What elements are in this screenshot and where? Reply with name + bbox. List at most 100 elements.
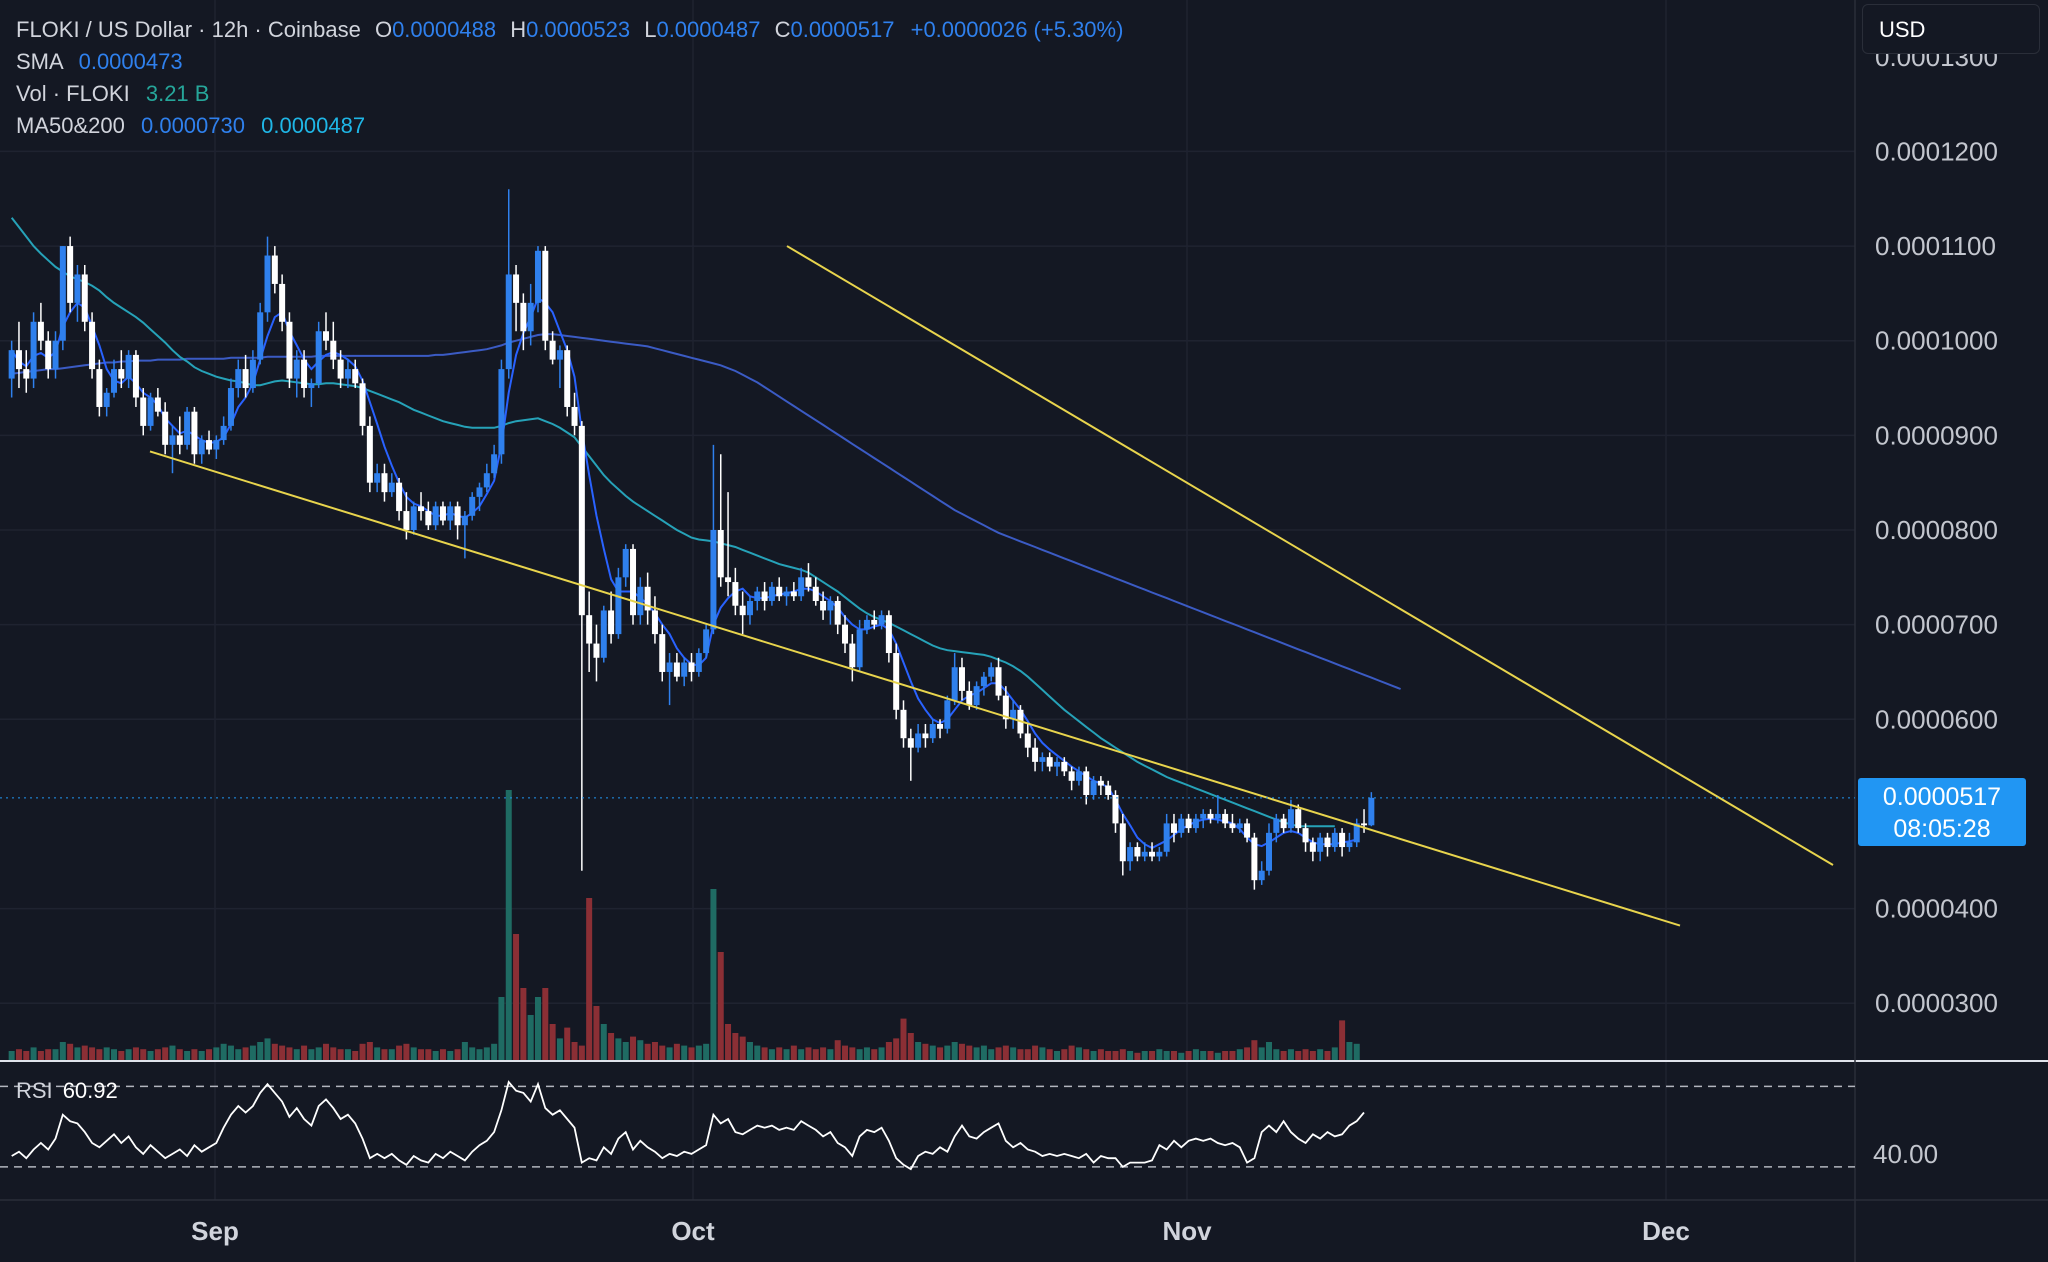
volume-bar (483, 1047, 490, 1060)
candle-body (1273, 818, 1280, 833)
volume-bar (37, 1051, 44, 1060)
volume-bar (96, 1049, 103, 1060)
volume-bar (878, 1047, 885, 1060)
candle-body (1032, 747, 1039, 762)
rsi-legend[interactable]: RSI 60.92 (16, 1078, 118, 1104)
candle-body (630, 548, 637, 616)
volume-bar (352, 1051, 359, 1060)
candle-body (1287, 809, 1294, 829)
candle-body (396, 482, 403, 512)
candle-body (352, 369, 359, 384)
volume-bar (15, 1049, 22, 1060)
candle-body (1178, 818, 1185, 833)
candle-body (198, 440, 205, 455)
volume-bar (1346, 1042, 1353, 1060)
volume-bar (1024, 1049, 1031, 1060)
volume-bar (630, 1036, 637, 1060)
volume-bar (1002, 1045, 1009, 1060)
volume-bar (301, 1045, 308, 1060)
volume-bar (695, 1045, 702, 1060)
candle-body (1200, 813, 1207, 819)
candle-body (425, 511, 432, 526)
candle-body (644, 586, 651, 611)
price-axis[interactable]: 0.0001200 0.0001100 0.0001000 0.0000900 0.00… (1875, 42, 1998, 1018)
volume-bar (842, 1045, 849, 1060)
sma-value: 0.0000473 (78, 49, 183, 74)
volume-bar (564, 1027, 571, 1060)
volume-bar (1149, 1051, 1156, 1060)
volume-bar (1083, 1049, 1090, 1060)
volume-bar (103, 1047, 110, 1060)
volume-bar (286, 1047, 293, 1060)
candle-body (15, 350, 22, 370)
volume-bar (1273, 1049, 1280, 1060)
candle-body (1127, 847, 1134, 862)
ma200-value: 0.0000487 (261, 113, 366, 138)
candle-body (154, 397, 161, 412)
candle-body (366, 425, 373, 483)
candle-body (286, 321, 293, 379)
rsi-tick-label: 40.00 (1873, 1139, 1938, 1169)
volume-bar (1046, 1049, 1053, 1060)
candle-body (432, 506, 439, 526)
volume-bar (907, 1033, 914, 1060)
volume-bar (849, 1047, 856, 1060)
candle-body (549, 340, 556, 360)
volume-bar (827, 1049, 834, 1060)
chart-legend: FLOKI / US Dollar · 12h · Coinbase O0.00… (16, 14, 1123, 142)
volume-bar (754, 1045, 761, 1060)
volume-bar (381, 1049, 388, 1060)
volume-bar (439, 1049, 446, 1060)
candle-body (220, 425, 227, 441)
time-axis[interactable]: Sep Oct Nov Dec (191, 1216, 1690, 1246)
candle-body (717, 530, 724, 578)
currency-selector[interactable]: USD (1862, 4, 2040, 54)
volume-bar (447, 1051, 454, 1060)
candle-body (1339, 832, 1346, 848)
candle-body (856, 629, 863, 668)
volume-bar (1119, 1049, 1126, 1060)
volume-bar (527, 1015, 534, 1060)
candle-body (257, 312, 264, 360)
candle-body (783, 591, 790, 597)
upper-trendline (786, 245, 1834, 866)
candle-body (454, 506, 461, 526)
volume-bar (396, 1045, 403, 1060)
volume-bar (89, 1047, 96, 1060)
candle-body (681, 662, 688, 677)
candle-body (52, 340, 59, 370)
trendlines[interactable] (0, 245, 1855, 927)
volume-bar (23, 1051, 30, 1060)
volume-bar (1258, 1047, 1265, 1060)
candle-body (885, 615, 892, 654)
candle-body (1068, 771, 1075, 781)
candle-body (235, 369, 242, 389)
candle-body (659, 634, 666, 672)
candle-body (476, 487, 483, 497)
volume-bar (176, 1049, 183, 1060)
candle-body (1163, 823, 1170, 852)
sma-row[interactable]: SMA 0.0000473 (16, 46, 1123, 78)
candle-body (169, 435, 176, 445)
candle-body (980, 676, 987, 687)
candle-body (103, 392, 110, 407)
volume-bar (1295, 1051, 1302, 1060)
candle-body (893, 653, 900, 710)
candle-body (322, 331, 329, 341)
high-value: 0.0000523 (526, 17, 631, 42)
ma-row[interactable]: MA50&200 0.0000730 0.0000487 (16, 110, 1123, 142)
candle-body (1229, 823, 1236, 829)
candle-body (958, 667, 965, 691)
volume-row[interactable]: Vol · FLOKI 3.21 B (16, 78, 1123, 110)
volume-bar (556, 1038, 563, 1060)
candle-body (703, 629, 710, 654)
candle-body (249, 359, 256, 389)
volume-bar (1010, 1047, 1017, 1060)
symbol-title[interactable]: FLOKI / US Dollar · 12h · Coinbase (16, 17, 361, 42)
candle-body (995, 667, 1002, 696)
candle-body (1302, 828, 1309, 843)
rsi-label: RSI (16, 1078, 53, 1103)
volume-bar (805, 1047, 812, 1060)
